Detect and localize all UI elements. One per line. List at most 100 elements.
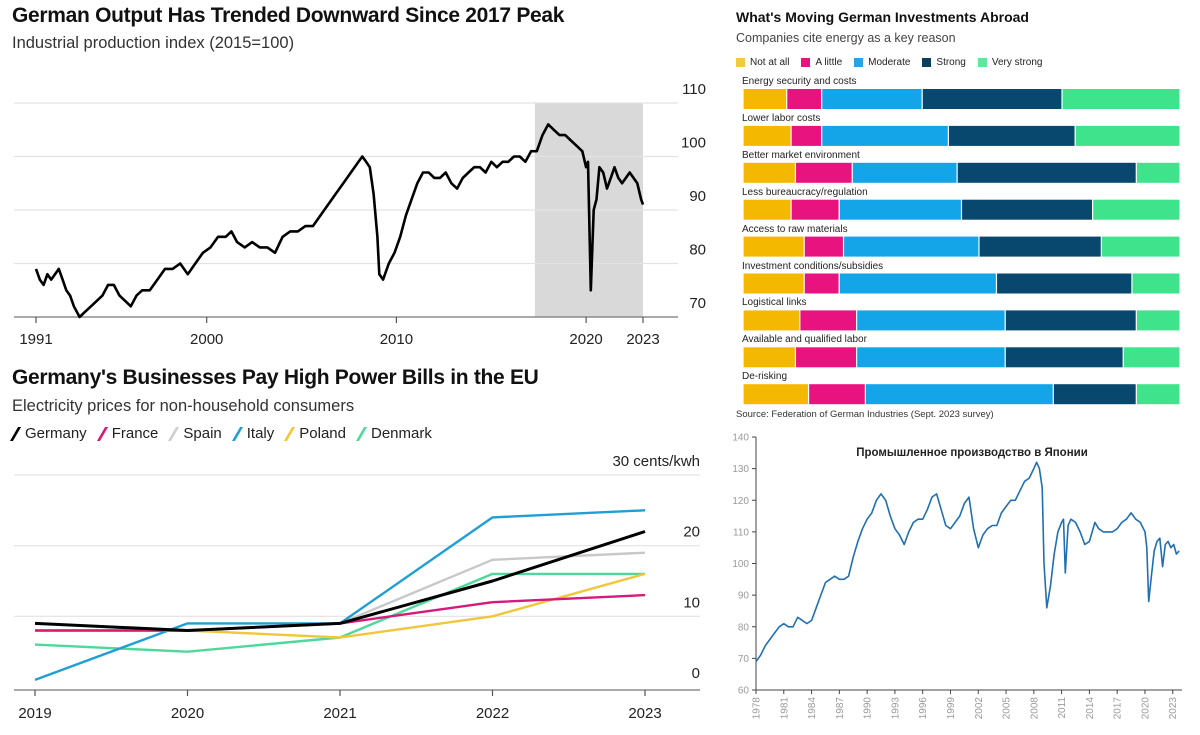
bar-segment bbox=[997, 273, 1132, 294]
x-tick-label: 2021 bbox=[323, 705, 356, 722]
y-tick-label: 0 bbox=[692, 665, 700, 682]
bar-segment bbox=[1123, 347, 1180, 368]
bar-segment bbox=[743, 236, 804, 257]
bar-segment bbox=[809, 384, 865, 405]
bar-segment bbox=[839, 199, 961, 220]
y-tick-label: 80 bbox=[738, 622, 750, 633]
series-line-denmark bbox=[34, 572, 645, 653]
y-tick-label: 120 bbox=[732, 496, 749, 507]
legend-item-poland: Poland bbox=[284, 425, 346, 442]
bar-segment bbox=[804, 236, 843, 257]
legend-label: Italy bbox=[246, 425, 275, 442]
y-tick-label: 130 bbox=[732, 464, 749, 475]
x-tick-label: 1991 bbox=[19, 331, 52, 348]
bar-segment bbox=[743, 310, 800, 331]
japan-production-line bbox=[755, 461, 1180, 662]
legend-label: Spain bbox=[183, 425, 222, 442]
x-tick-label: 2020 bbox=[1140, 697, 1151, 720]
bar-segment bbox=[1053, 384, 1136, 405]
investment-reasons-source: Source: Federation of German Industries … bbox=[736, 409, 994, 420]
bar-segment bbox=[743, 384, 808, 405]
production-index-line bbox=[34, 123, 645, 319]
y-tick-label: 20 bbox=[683, 524, 700, 541]
legend-label: Very strong bbox=[991, 57, 1043, 68]
x-tick-label: 2022 bbox=[476, 705, 509, 722]
y-tick-label: 90 bbox=[738, 591, 750, 602]
legend-swatch bbox=[922, 58, 932, 67]
power-bills-chart: 30 cents/kwh 20 10 0 2019 2020 2021 2022 2023 bbox=[14, 453, 700, 722]
legend-label: A little bbox=[815, 57, 843, 68]
bar-category-label: Access to raw materials bbox=[742, 223, 848, 235]
y-tick-label: 140 bbox=[732, 433, 749, 444]
x-tick-label: 1990 bbox=[863, 697, 874, 720]
legend-label: Not at all bbox=[750, 57, 790, 68]
legend-item-germany: Germany bbox=[9, 425, 87, 442]
legend-item-france: France bbox=[96, 425, 158, 442]
x-tick-label: 1999 bbox=[946, 697, 957, 720]
y-tick-label: 100 bbox=[732, 559, 749, 570]
bar-category-label: Available and qualified labor bbox=[742, 334, 867, 346]
series-line-germany bbox=[34, 530, 646, 632]
investment-reasons-title: What's Moving German Investments Abroad bbox=[736, 9, 1029, 25]
x-tick-label: 2020 bbox=[569, 331, 602, 348]
legend-swatch bbox=[96, 426, 108, 441]
y-tick-label: 110 bbox=[682, 81, 706, 98]
bar-segment bbox=[800, 310, 857, 331]
legend-item-not-at-all: Not at all bbox=[736, 57, 789, 68]
bar-segment bbox=[1005, 310, 1136, 331]
power-bills-legend: Germany France Spain Italy Poland Denmar… bbox=[9, 425, 446, 442]
bar-category-label: Energy security and costs bbox=[742, 76, 857, 87]
x-tick-label: 2011 bbox=[1057, 697, 1068, 719]
series-line-france bbox=[35, 593, 646, 632]
x-tick-label: 1993 bbox=[890, 697, 901, 720]
x-tick-label: 2002 bbox=[974, 697, 985, 720]
y-tick-label: 80 bbox=[689, 242, 706, 259]
bar-segment bbox=[791, 125, 822, 146]
investment-reasons-legend: Not at all A little Moderate Strong Very… bbox=[736, 57, 1042, 68]
bar-segment bbox=[1075, 125, 1180, 146]
series-line-italy bbox=[34, 509, 646, 682]
y-tick-label: 90 bbox=[689, 188, 706, 205]
legend-item-italy: Italy bbox=[231, 425, 275, 442]
legend-item-strong: Strong bbox=[922, 57, 966, 68]
bar-segment bbox=[1136, 162, 1180, 183]
bar-segment bbox=[743, 273, 804, 294]
bar-segment bbox=[743, 199, 791, 220]
bar-segment bbox=[796, 162, 852, 183]
bar-segment bbox=[1136, 310, 1180, 331]
legend-label: Germany bbox=[25, 425, 87, 442]
bar-category-label: Less bureaucracy/regulation bbox=[742, 186, 868, 198]
german-output-subtitle: Industrial production index (2015=100) bbox=[12, 34, 295, 52]
bar-segment bbox=[743, 89, 787, 109]
bar-segment bbox=[1101, 236, 1180, 257]
bar-segment bbox=[857, 310, 1005, 331]
bar-segment bbox=[787, 89, 822, 109]
x-tick-label: 2000 bbox=[190, 331, 223, 348]
legend-label: Strong bbox=[936, 57, 966, 68]
bar-segment bbox=[743, 347, 795, 368]
legend-swatch bbox=[736, 58, 745, 67]
bar-segment bbox=[1062, 89, 1180, 109]
japan-chart-title: Промышленное производство в Японии bbox=[856, 447, 1088, 459]
legend-swatch bbox=[284, 426, 296, 441]
bar-category-label: Better market environment bbox=[742, 149, 860, 161]
legend-label: Denmark bbox=[370, 425, 432, 442]
legend-item-a-little: A little bbox=[801, 57, 842, 68]
bar-segment bbox=[839, 273, 996, 294]
bar-segment bbox=[979, 236, 1101, 257]
bar-segment bbox=[822, 89, 922, 109]
bar-segment bbox=[796, 347, 857, 368]
legend-swatch bbox=[231, 426, 243, 441]
legend-label: Poland bbox=[299, 425, 346, 442]
power-bills-subtitle: Electricity prices for non-household con… bbox=[12, 397, 355, 415]
x-tick-label: 2020 bbox=[171, 705, 204, 722]
series-line-spain bbox=[35, 551, 646, 632]
y-tick-label: 70 bbox=[738, 654, 750, 665]
bar-segment bbox=[1132, 273, 1180, 294]
investment-reasons-subtitle: Companies cite energy as a key reason bbox=[736, 31, 956, 45]
bar-segment bbox=[1005, 347, 1123, 368]
bar-category-label: Investment conditions/subsidies bbox=[742, 260, 884, 272]
bar-segment bbox=[791, 199, 839, 220]
